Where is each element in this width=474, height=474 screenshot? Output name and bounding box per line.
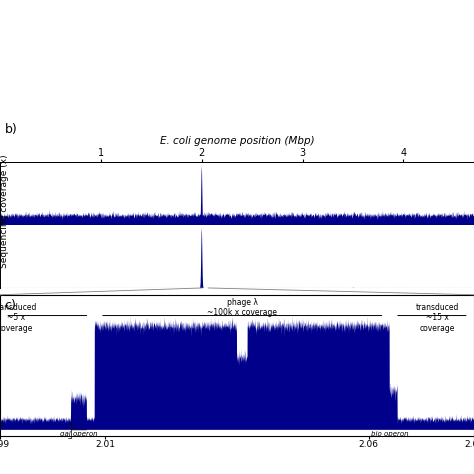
Text: transduced
~5 x
coverage: transduced ~5 x coverage: [0, 303, 37, 333]
Text: transduced
~15 x
coverage: transduced ~15 x coverage: [415, 303, 459, 333]
Text: b): b): [5, 123, 18, 136]
Text: gal operon: gal operon: [60, 431, 98, 437]
Text: phage λ
~100k x coverage: phage λ ~100k x coverage: [207, 298, 277, 317]
Text: c): c): [5, 299, 17, 311]
Title: E. coli genome position (Mbp): E. coli genome position (Mbp): [160, 136, 314, 146]
Text: bio operon: bio operon: [371, 431, 409, 437]
Text: Sequencing coverage (x): Sequencing coverage (x): [0, 154, 9, 268]
